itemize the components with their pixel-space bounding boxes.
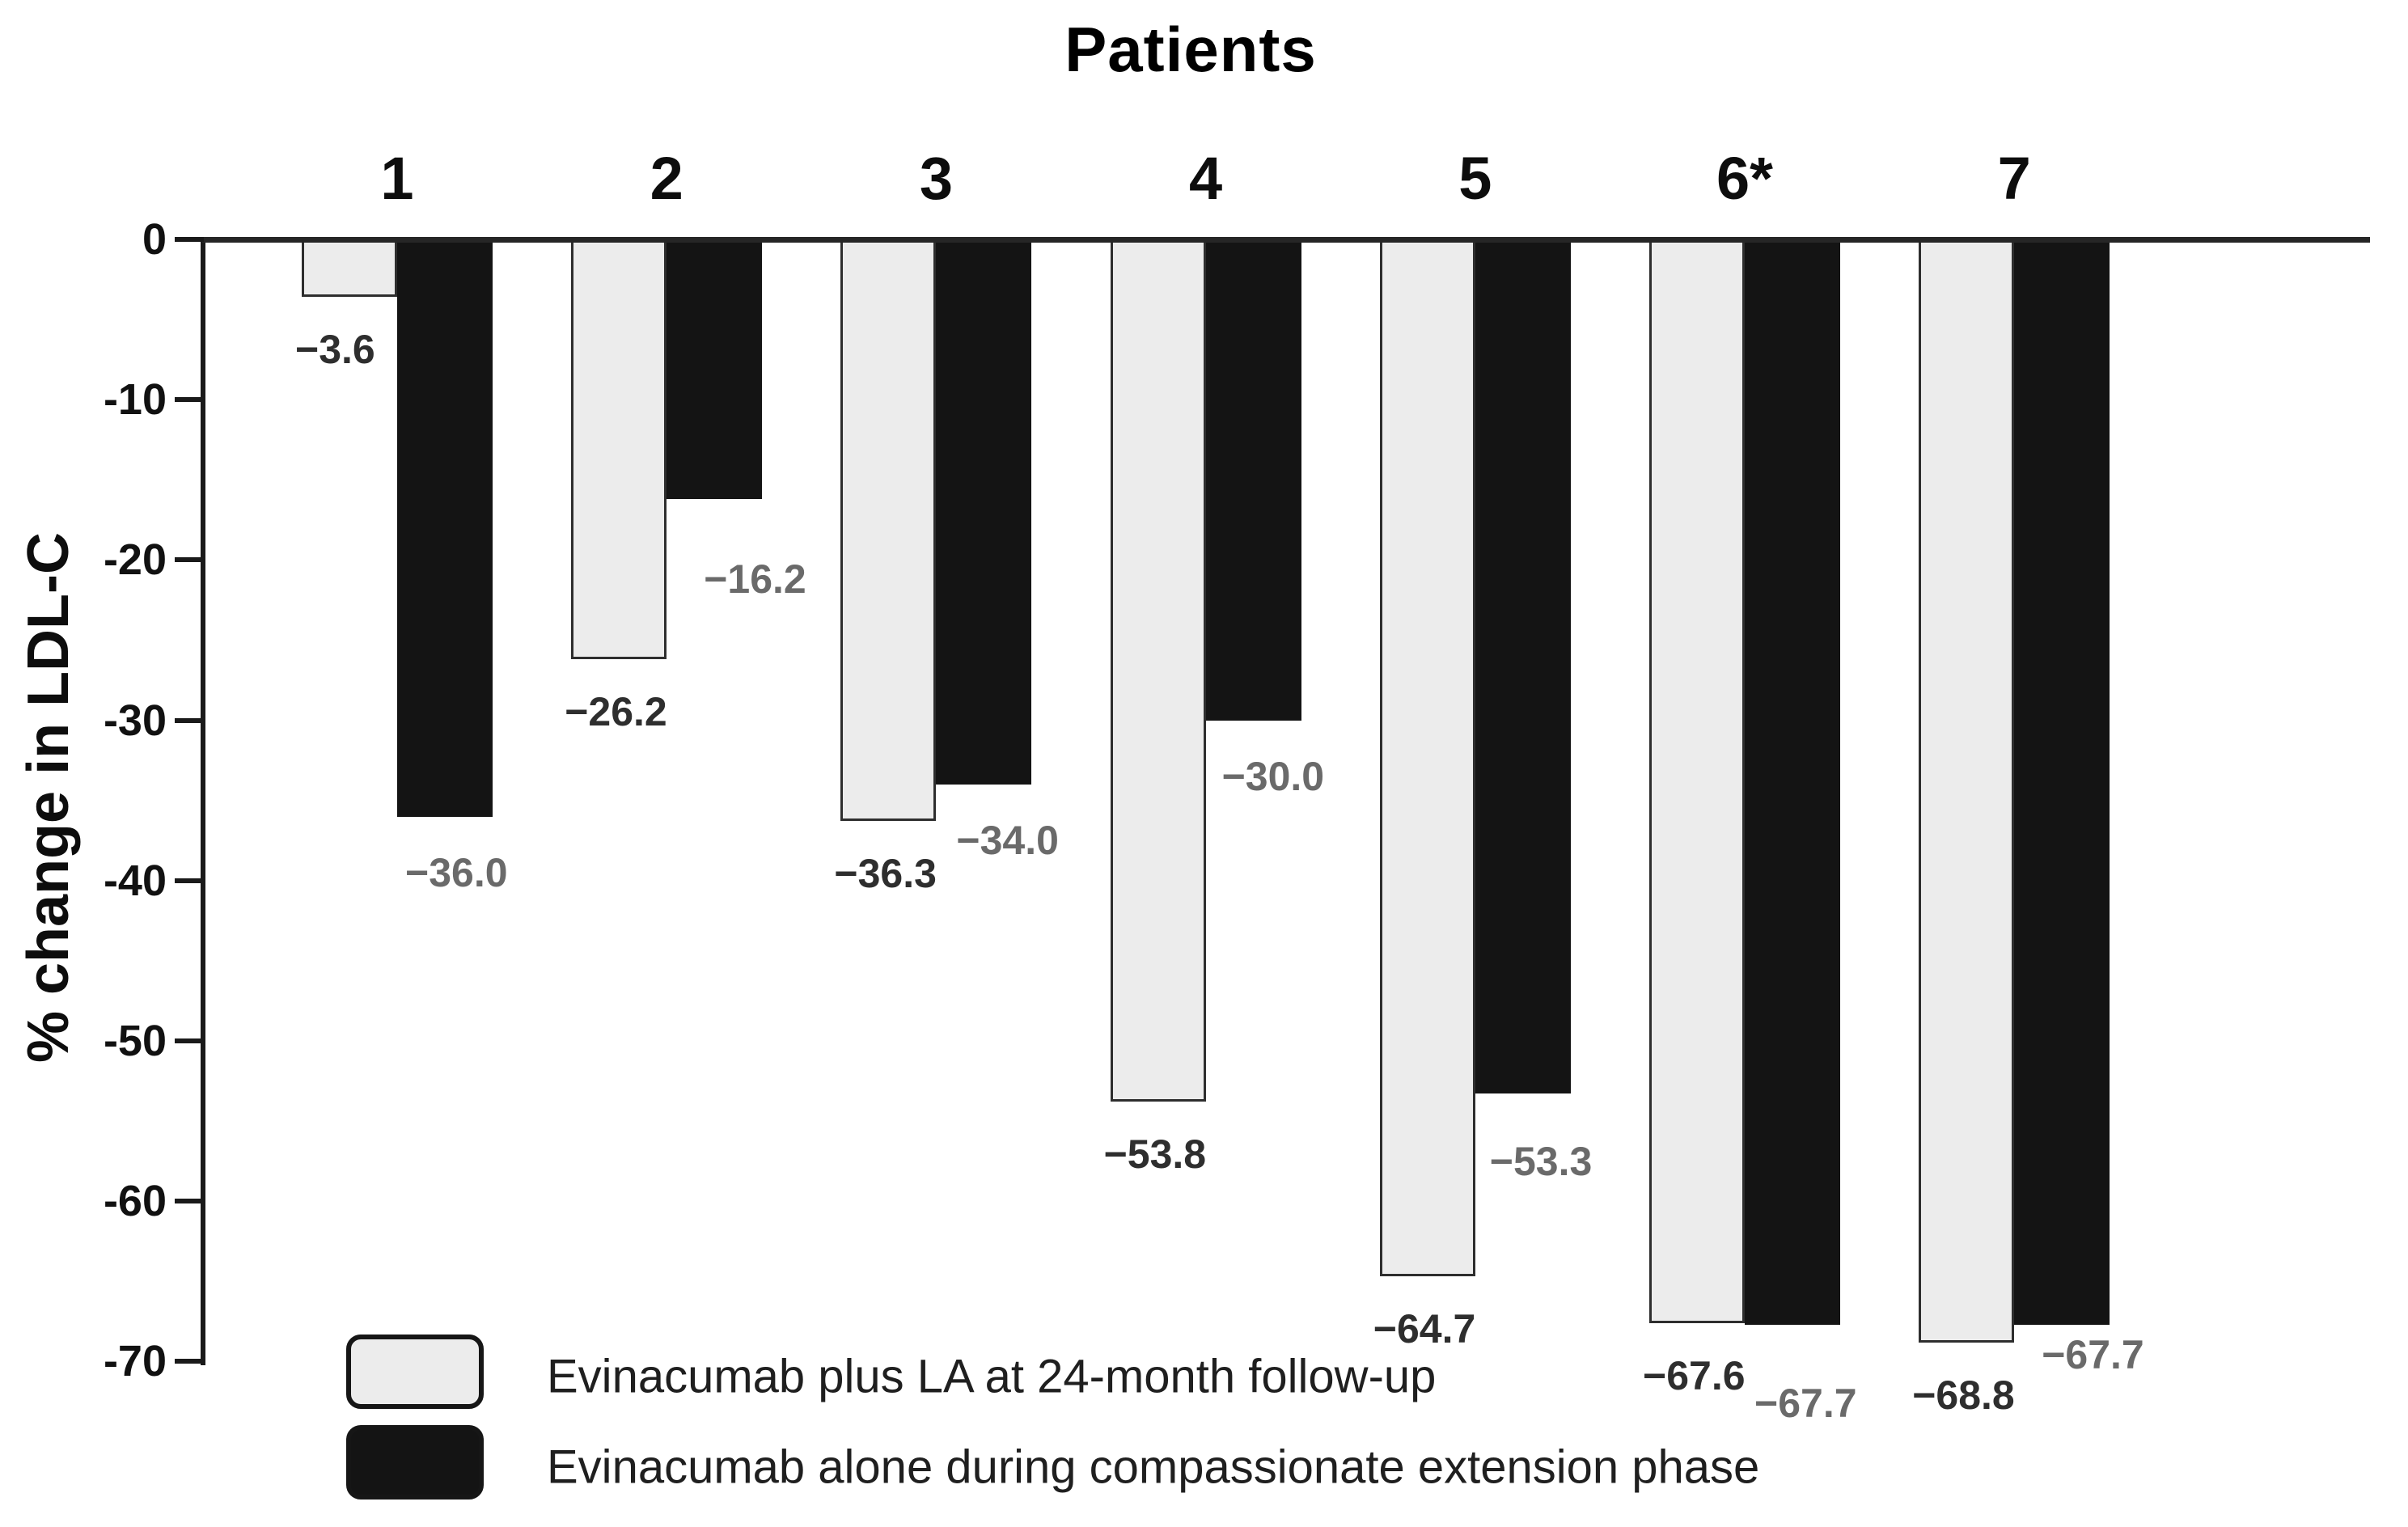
- y-axis-line: [201, 237, 205, 1365]
- x-axis-zero-line: [202, 237, 2370, 243]
- y-axis-tick--40: [175, 878, 204, 883]
- legend-swatch-evinacumab-plus-la: [346, 1335, 484, 1409]
- patient-label-2: 2: [650, 145, 683, 212]
- value-label-patient-6*-series-1: −67.6: [1643, 1352, 1746, 1398]
- bar-patient-6*-series-1: [1649, 239, 1745, 1323]
- y-axis-tick-label--30: -30: [103, 696, 167, 745]
- bar-patient-3-series-2: [936, 239, 1032, 785]
- patient-label-1: 1: [380, 145, 414, 212]
- value-label-patient-1-series-2: −36.0: [405, 849, 508, 895]
- value-label-patient-1-series-1: −3.6: [295, 327, 375, 373]
- value-label-patient-3-series-2: −34.0: [956, 817, 1059, 863]
- value-label-patient-3-series-1: −36.3: [834, 851, 937, 897]
- y-axis-tick-label--20: -20: [103, 535, 167, 585]
- value-label-patient-5-series-1: −64.7: [1373, 1306, 1476, 1352]
- value-label-patient-2-series-1: −26.2: [565, 689, 667, 735]
- y-axis-tick--30: [175, 717, 204, 723]
- value-label-patient-4-series-2: −30.0: [1221, 753, 1325, 799]
- y-axis-tick-label-0: 0: [142, 215, 167, 264]
- y-axis-tick--70: [175, 1359, 204, 1364]
- y-axis-tick-label--50: -50: [103, 1017, 167, 1065]
- bar-patient-6*-series-2: [1745, 239, 1840, 1325]
- patient-label-3: 3: [919, 145, 953, 212]
- y-axis-tick-label--40: -40: [103, 856, 167, 905]
- value-label-patient-5-series-2: −53.3: [1489, 1139, 1593, 1185]
- patient-label-5: 5: [1458, 145, 1492, 212]
- y-axis-tick--10: [175, 397, 204, 403]
- value-label-patient-7-series-2: −67.7: [2042, 1331, 2144, 1377]
- patient-label-4: 4: [1189, 145, 1223, 212]
- bar-patient-7-series-1: [1919, 239, 2015, 1343]
- y-axis-tick--50: [175, 1038, 204, 1043]
- y-axis-tick--60: [175, 1199, 204, 1204]
- bar-patient-5-series-1: [1379, 239, 1475, 1277]
- bar-patient-2-series-1: [571, 239, 667, 660]
- bar-patient-4-series-2: [1205, 239, 1301, 721]
- value-label-patient-7-series-1: −68.8: [1912, 1372, 2015, 1418]
- value-label-patient-6*-series-2: −67.7: [1754, 1380, 1857, 1426]
- y-axis-tick-label--60: -60: [103, 1177, 167, 1226]
- patient-label-6*: 6*: [1716, 145, 1773, 212]
- value-label-patient-2-series-2: −16.2: [704, 556, 806, 603]
- legend-label-evinacumab-alone: Evinacumab alone during compassionate ex…: [547, 1440, 1760, 1494]
- y-axis-tick-label--70: -70: [103, 1337, 167, 1386]
- value-label-patient-4-series-1: −53.8: [1103, 1132, 1207, 1178]
- legend-swatch-evinacumab-alone: [346, 1425, 484, 1500]
- legend-label-evinacumab-plus-la: Evinacumab plus LA at 24-month follow-up: [547, 1350, 1437, 1403]
- bar-patient-1-series-2: [397, 239, 493, 817]
- y-axis-tick-0: [175, 237, 204, 242]
- y-axis-tick--20: [175, 557, 204, 563]
- bar-patient-7-series-2: [2014, 239, 2110, 1325]
- patient-label-7: 7: [1997, 145, 2031, 212]
- y-axis-title-text: % change in LDL-C: [16, 531, 81, 1064]
- bar-patient-5-series-2: [1475, 239, 1571, 1094]
- bar-patient-2-series-2: [667, 239, 763, 500]
- bar-patient-1-series-1: [302, 239, 397, 298]
- chart-title: Patients: [1064, 14, 1317, 85]
- bar-patient-3-series-1: [840, 239, 937, 822]
- y-axis-tick-label--10: -10: [103, 375, 167, 425]
- bar-patient-4-series-1: [1110, 239, 1206, 1102]
